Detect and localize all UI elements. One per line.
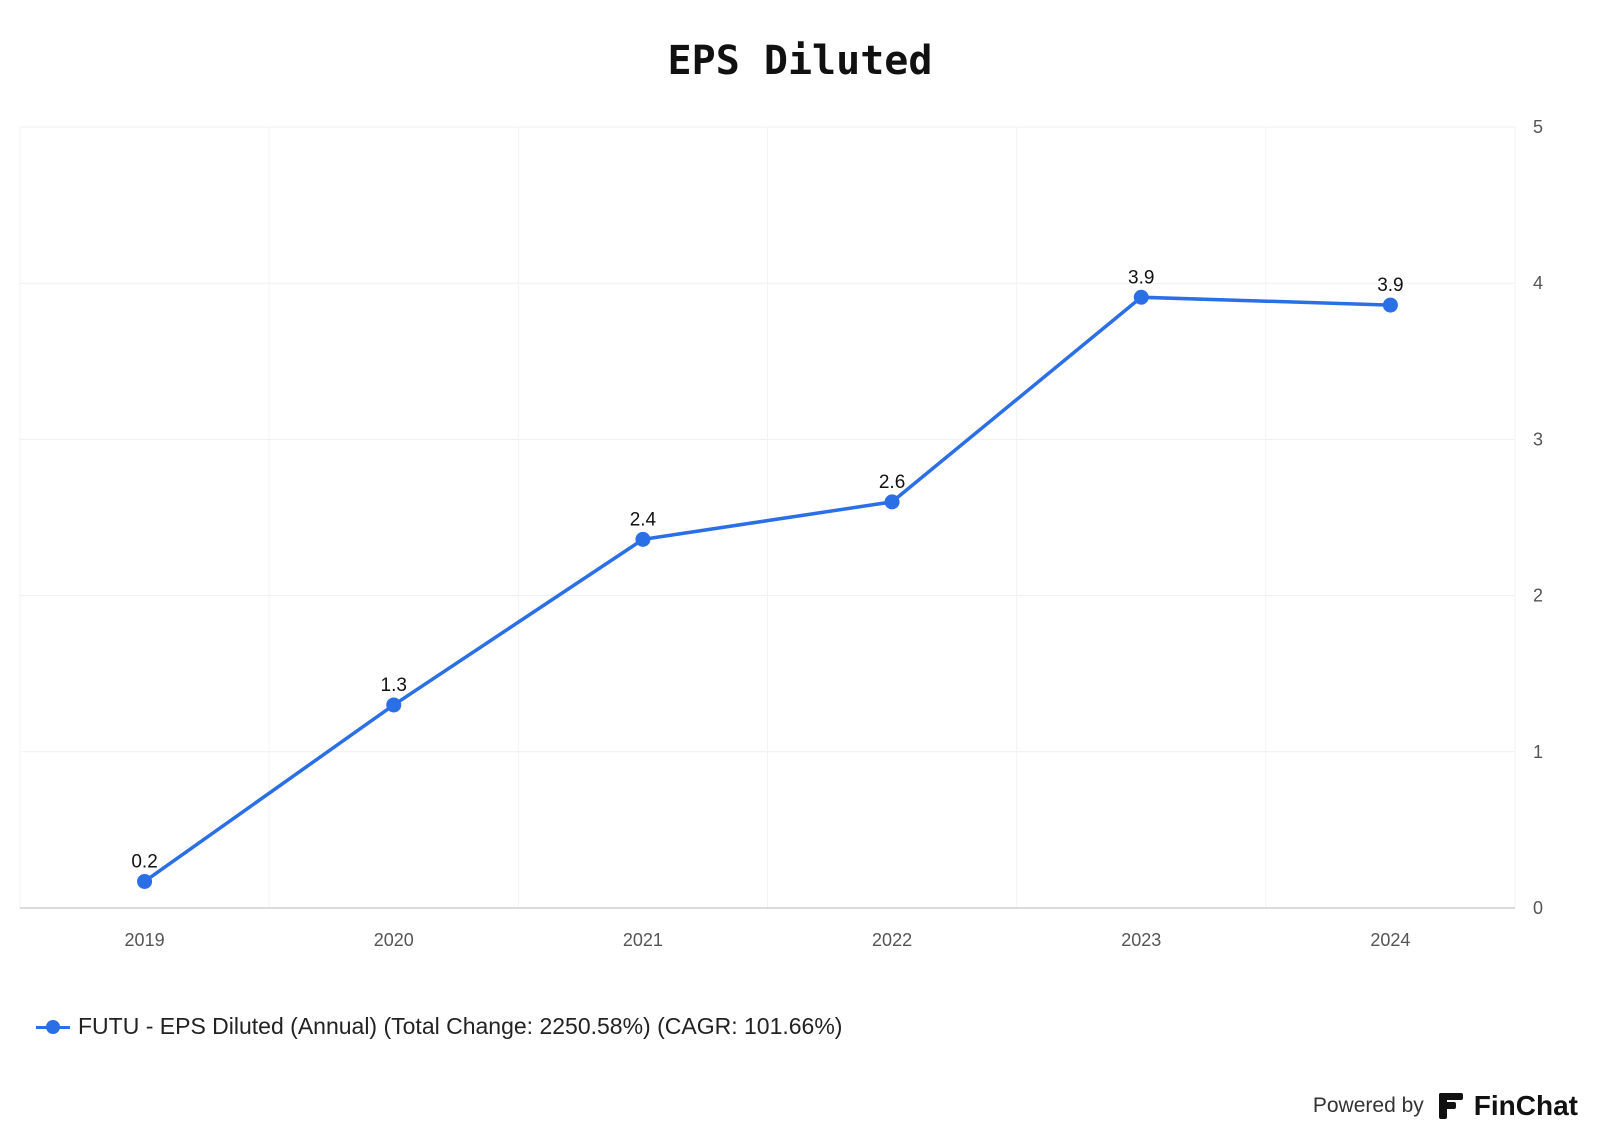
- data-point: [635, 531, 651, 547]
- legend-marker-icon: [36, 1019, 70, 1034]
- legend-label: FUTU - EPS Diluted (Annual) (Total Chang…: [78, 1013, 843, 1039]
- y-tick-label: 2: [1533, 586, 1543, 606]
- series-line: [143, 295, 1391, 883]
- y-tick-label: 3: [1533, 429, 1543, 449]
- data-point: [1133, 289, 1149, 305]
- powered-by-label: Powered by: [1312, 1094, 1424, 1117]
- y-tick-label: 4: [1533, 273, 1543, 293]
- legend[interactable]: FUTU - EPS Diluted (Annual) (Total Chang…: [36, 1013, 842, 1040]
- series-layer: 0.2 1.3 2.4 2.6 3.9 3.9: [131, 267, 1404, 889]
- y-tick-label: 1: [1533, 742, 1543, 762]
- data-point: [884, 494, 900, 510]
- x-tick-label: 2020: [374, 930, 414, 950]
- y-tick-label: 5: [1533, 117, 1543, 137]
- data-label: 0.2: [131, 851, 157, 872]
- finchat-logo-icon: [1438, 1093, 1463, 1119]
- finchat-brand: FinChat: [1473, 1090, 1578, 1121]
- x-tick-label: 2022: [872, 930, 912, 950]
- data-point: [386, 697, 402, 713]
- data-label: 3.9: [1377, 275, 1403, 296]
- data-label: 1.3: [381, 675, 407, 696]
- x-tick-label: 2019: [125, 930, 165, 950]
- x-tick-label: 2023: [1121, 930, 1161, 950]
- data-label: 2.4: [630, 509, 657, 530]
- data-point: [137, 873, 153, 889]
- x-tick-label: 2021: [623, 930, 663, 950]
- y-axis: 0 1 2 3 4 5: [1533, 117, 1543, 918]
- data-label: 2.6: [879, 472, 905, 493]
- chart-title: EPS Diluted: [667, 38, 933, 84]
- footer: Powered by FinChat: [1313, 1090, 1578, 1122]
- grid: [19, 126, 1516, 908]
- data-point: [1382, 297, 1398, 313]
- chart-plot: 2019 2020 2021 2022 2023 2024 0 1 2 3 4 5 0.2 1.3 2.…: [19, 117, 1543, 950]
- x-tick-label: 2024: [1370, 930, 1410, 950]
- x-axis: 2019 2020 2021 2022 2023 2024: [20, 907, 1515, 950]
- data-label: 3.9: [1128, 267, 1154, 288]
- y-tick-label: 0: [1533, 898, 1543, 918]
